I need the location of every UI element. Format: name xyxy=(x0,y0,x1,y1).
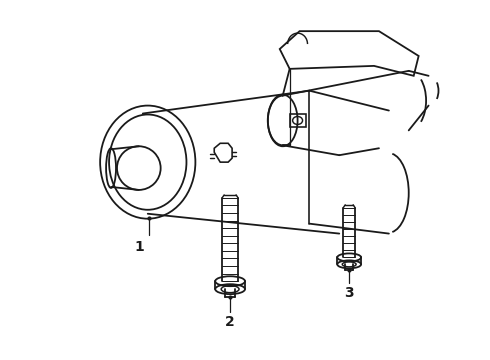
Bar xyxy=(290,113,306,127)
Text: 3: 3 xyxy=(344,286,354,300)
Text: 2: 2 xyxy=(225,315,235,329)
Text: 1: 1 xyxy=(134,240,144,255)
